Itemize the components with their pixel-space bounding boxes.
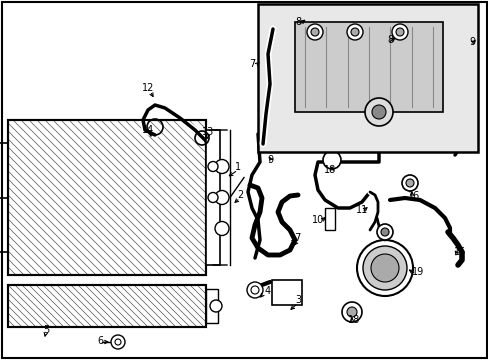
Circle shape xyxy=(395,28,403,36)
Circle shape xyxy=(370,254,398,282)
Text: 17: 17 xyxy=(289,233,302,243)
Circle shape xyxy=(371,105,385,119)
Circle shape xyxy=(341,302,361,322)
Bar xyxy=(8,285,205,327)
Text: 5: 5 xyxy=(43,325,49,335)
Bar xyxy=(294,22,442,112)
Text: 15: 15 xyxy=(453,247,465,257)
Text: 19: 19 xyxy=(411,267,423,277)
Bar xyxy=(271,280,302,305)
Bar xyxy=(8,120,205,275)
Circle shape xyxy=(346,24,362,40)
Bar xyxy=(205,130,220,265)
Circle shape xyxy=(111,335,125,349)
Text: 10: 10 xyxy=(311,215,324,225)
Circle shape xyxy=(362,246,406,290)
Text: 11: 11 xyxy=(355,205,367,215)
Text: 9: 9 xyxy=(266,155,272,165)
Circle shape xyxy=(356,240,412,296)
Bar xyxy=(258,4,477,152)
Text: 12: 12 xyxy=(142,83,154,93)
Text: 8: 8 xyxy=(294,17,301,27)
Bar xyxy=(8,120,205,275)
Circle shape xyxy=(115,339,121,345)
Circle shape xyxy=(215,221,228,235)
Circle shape xyxy=(405,179,413,187)
Text: 13: 13 xyxy=(202,127,214,137)
Circle shape xyxy=(350,28,358,36)
Circle shape xyxy=(310,28,318,36)
Circle shape xyxy=(364,98,392,126)
Text: 1: 1 xyxy=(234,162,241,172)
Bar xyxy=(8,285,205,327)
Text: 6: 6 xyxy=(97,336,103,346)
Text: 3: 3 xyxy=(294,295,301,305)
Bar xyxy=(325,208,334,230)
Circle shape xyxy=(207,193,218,202)
Circle shape xyxy=(306,24,323,40)
Bar xyxy=(205,289,218,323)
Circle shape xyxy=(215,190,228,204)
Circle shape xyxy=(209,300,222,312)
Text: 9: 9 xyxy=(468,37,474,47)
Circle shape xyxy=(207,162,218,171)
Text: 8: 8 xyxy=(386,35,392,45)
Text: 2: 2 xyxy=(236,190,243,200)
Circle shape xyxy=(380,228,388,236)
Circle shape xyxy=(250,286,259,294)
Text: 16: 16 xyxy=(407,191,419,201)
Text: 4: 4 xyxy=(264,286,270,296)
Text: 14: 14 xyxy=(142,125,154,135)
Circle shape xyxy=(401,175,417,191)
Circle shape xyxy=(215,159,228,174)
Text: 7: 7 xyxy=(248,59,255,69)
Circle shape xyxy=(323,151,340,169)
Circle shape xyxy=(376,224,392,240)
Circle shape xyxy=(346,307,356,317)
Circle shape xyxy=(391,24,407,40)
Circle shape xyxy=(246,282,263,298)
Text: 18: 18 xyxy=(347,315,359,325)
Text: 18: 18 xyxy=(323,165,335,175)
